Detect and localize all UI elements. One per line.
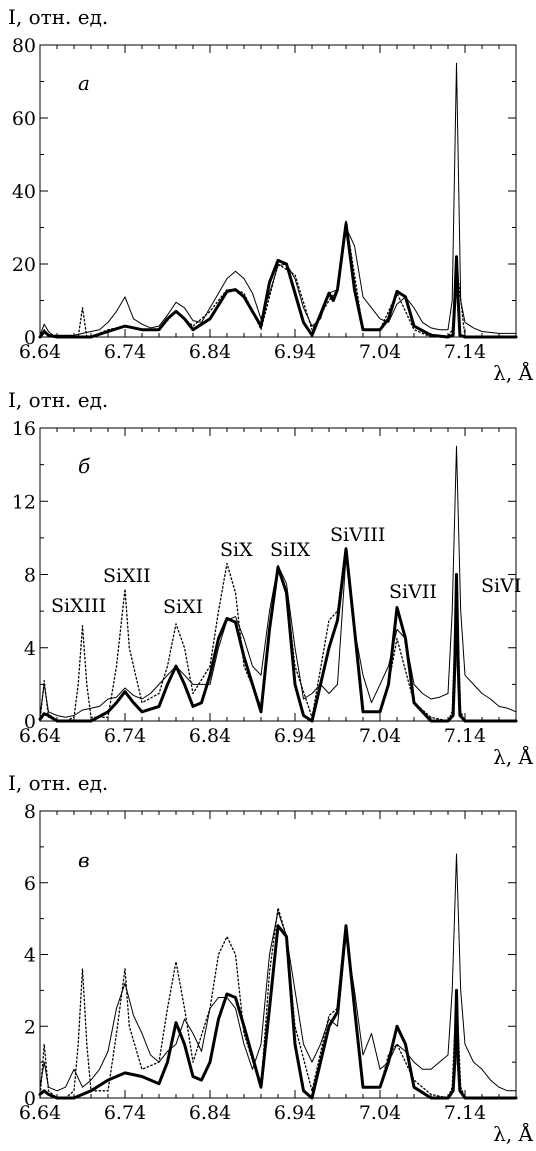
panel-2-annotation-SiXII: SiXII bbox=[103, 565, 151, 587]
panel-3-frame bbox=[40, 811, 516, 1098]
panel-2-annotation-SiXI: SiXI bbox=[163, 596, 203, 618]
panel-2-xlabel: λ, Å bbox=[493, 744, 533, 769]
panel-1-ytick-label: 80 bbox=[12, 35, 36, 57]
panel-1-xtick-label: 7.04 bbox=[359, 341, 401, 363]
panel-2-xtick-label: 7.14 bbox=[444, 725, 486, 747]
panel-3-series-thin-line bbox=[40, 854, 516, 1091]
panel-3-xlabel: λ, Å bbox=[493, 1121, 533, 1146]
panel-1-series-dotted-line bbox=[40, 220, 516, 337]
panel-1-series-thin-line bbox=[40, 63, 516, 335]
panel-2-annotation-SiXIII: SiXIII bbox=[51, 595, 106, 617]
panel-3-ylabel: I, отн. ед. bbox=[8, 771, 108, 795]
panel-2-annotation-SiIX: SiIX bbox=[270, 539, 311, 561]
panel-1-ytick-label: 60 bbox=[12, 108, 36, 130]
panel-3-xtick-label: 7.04 bbox=[359, 1102, 401, 1124]
panel-3-ytick-label: 2 bbox=[24, 1016, 36, 1038]
panel-1-ytick-label: 20 bbox=[12, 254, 36, 276]
panel-2-xtick-label: 6.94 bbox=[274, 725, 316, 747]
panel-2-ytick-label: 8 bbox=[24, 565, 36, 587]
panel-2-annotation-SiX: SiX bbox=[220, 539, 253, 561]
panel-2-ytick-label: 16 bbox=[12, 418, 36, 440]
panel-2-xtick-label: 6.84 bbox=[189, 725, 231, 747]
panel-3-ytick-label: 8 bbox=[24, 801, 36, 823]
panel-1-xtick-label: 6.94 bbox=[274, 341, 316, 363]
panel-2-ytick-label: 12 bbox=[12, 491, 36, 513]
panel-2-annotation-SiVII: SiVII bbox=[389, 581, 437, 603]
panel-2-ytick-label: 0 bbox=[24, 711, 36, 733]
panel-1-xlabel: λ, Å bbox=[493, 360, 533, 385]
panel-3-ytick-label: 0 bbox=[24, 1088, 36, 1110]
panel-2-annotation-SiVI: SiVI bbox=[481, 575, 521, 597]
panel-1-xtick-label: 6.74 bbox=[104, 341, 146, 363]
panel-1-letter: а bbox=[78, 71, 90, 95]
panel-3-ytick-label: 6 bbox=[24, 873, 36, 895]
panel-2-letter: б bbox=[78, 454, 91, 478]
panel-3-ytick-label: 4 bbox=[24, 945, 36, 967]
panel-2-xtick-label: 7.04 bbox=[359, 725, 401, 747]
panel-3-xtick-label: 6.84 bbox=[189, 1102, 231, 1124]
panel-1-ytick-label: 0 bbox=[24, 327, 36, 349]
panel-2-ylabel: I, отн. ед. bbox=[8, 388, 108, 412]
panel-2-xtick-label: 6.74 bbox=[104, 725, 146, 747]
panel-2-annotation-SiVIII: SiVIII bbox=[330, 524, 385, 546]
panel-2-ytick-label: 4 bbox=[24, 638, 36, 660]
panel-1-xtick-label: 6.84 bbox=[189, 341, 231, 363]
panel-1-frame bbox=[40, 45, 516, 337]
panel-1-ytick-label: 40 bbox=[12, 181, 36, 203]
panel-3-xtick-label: 6.74 bbox=[104, 1102, 146, 1124]
panel-3-xtick-label: 7.14 bbox=[444, 1102, 486, 1124]
panel-3-letter: в bbox=[78, 848, 90, 872]
panel-1-series-thick-line bbox=[40, 224, 516, 337]
panel-1-xtick-label: 7.14 bbox=[444, 341, 486, 363]
panel-3-xtick-label: 6.94 bbox=[274, 1102, 316, 1124]
panel-1-ylabel: I, отн. ед. bbox=[8, 5, 108, 29]
